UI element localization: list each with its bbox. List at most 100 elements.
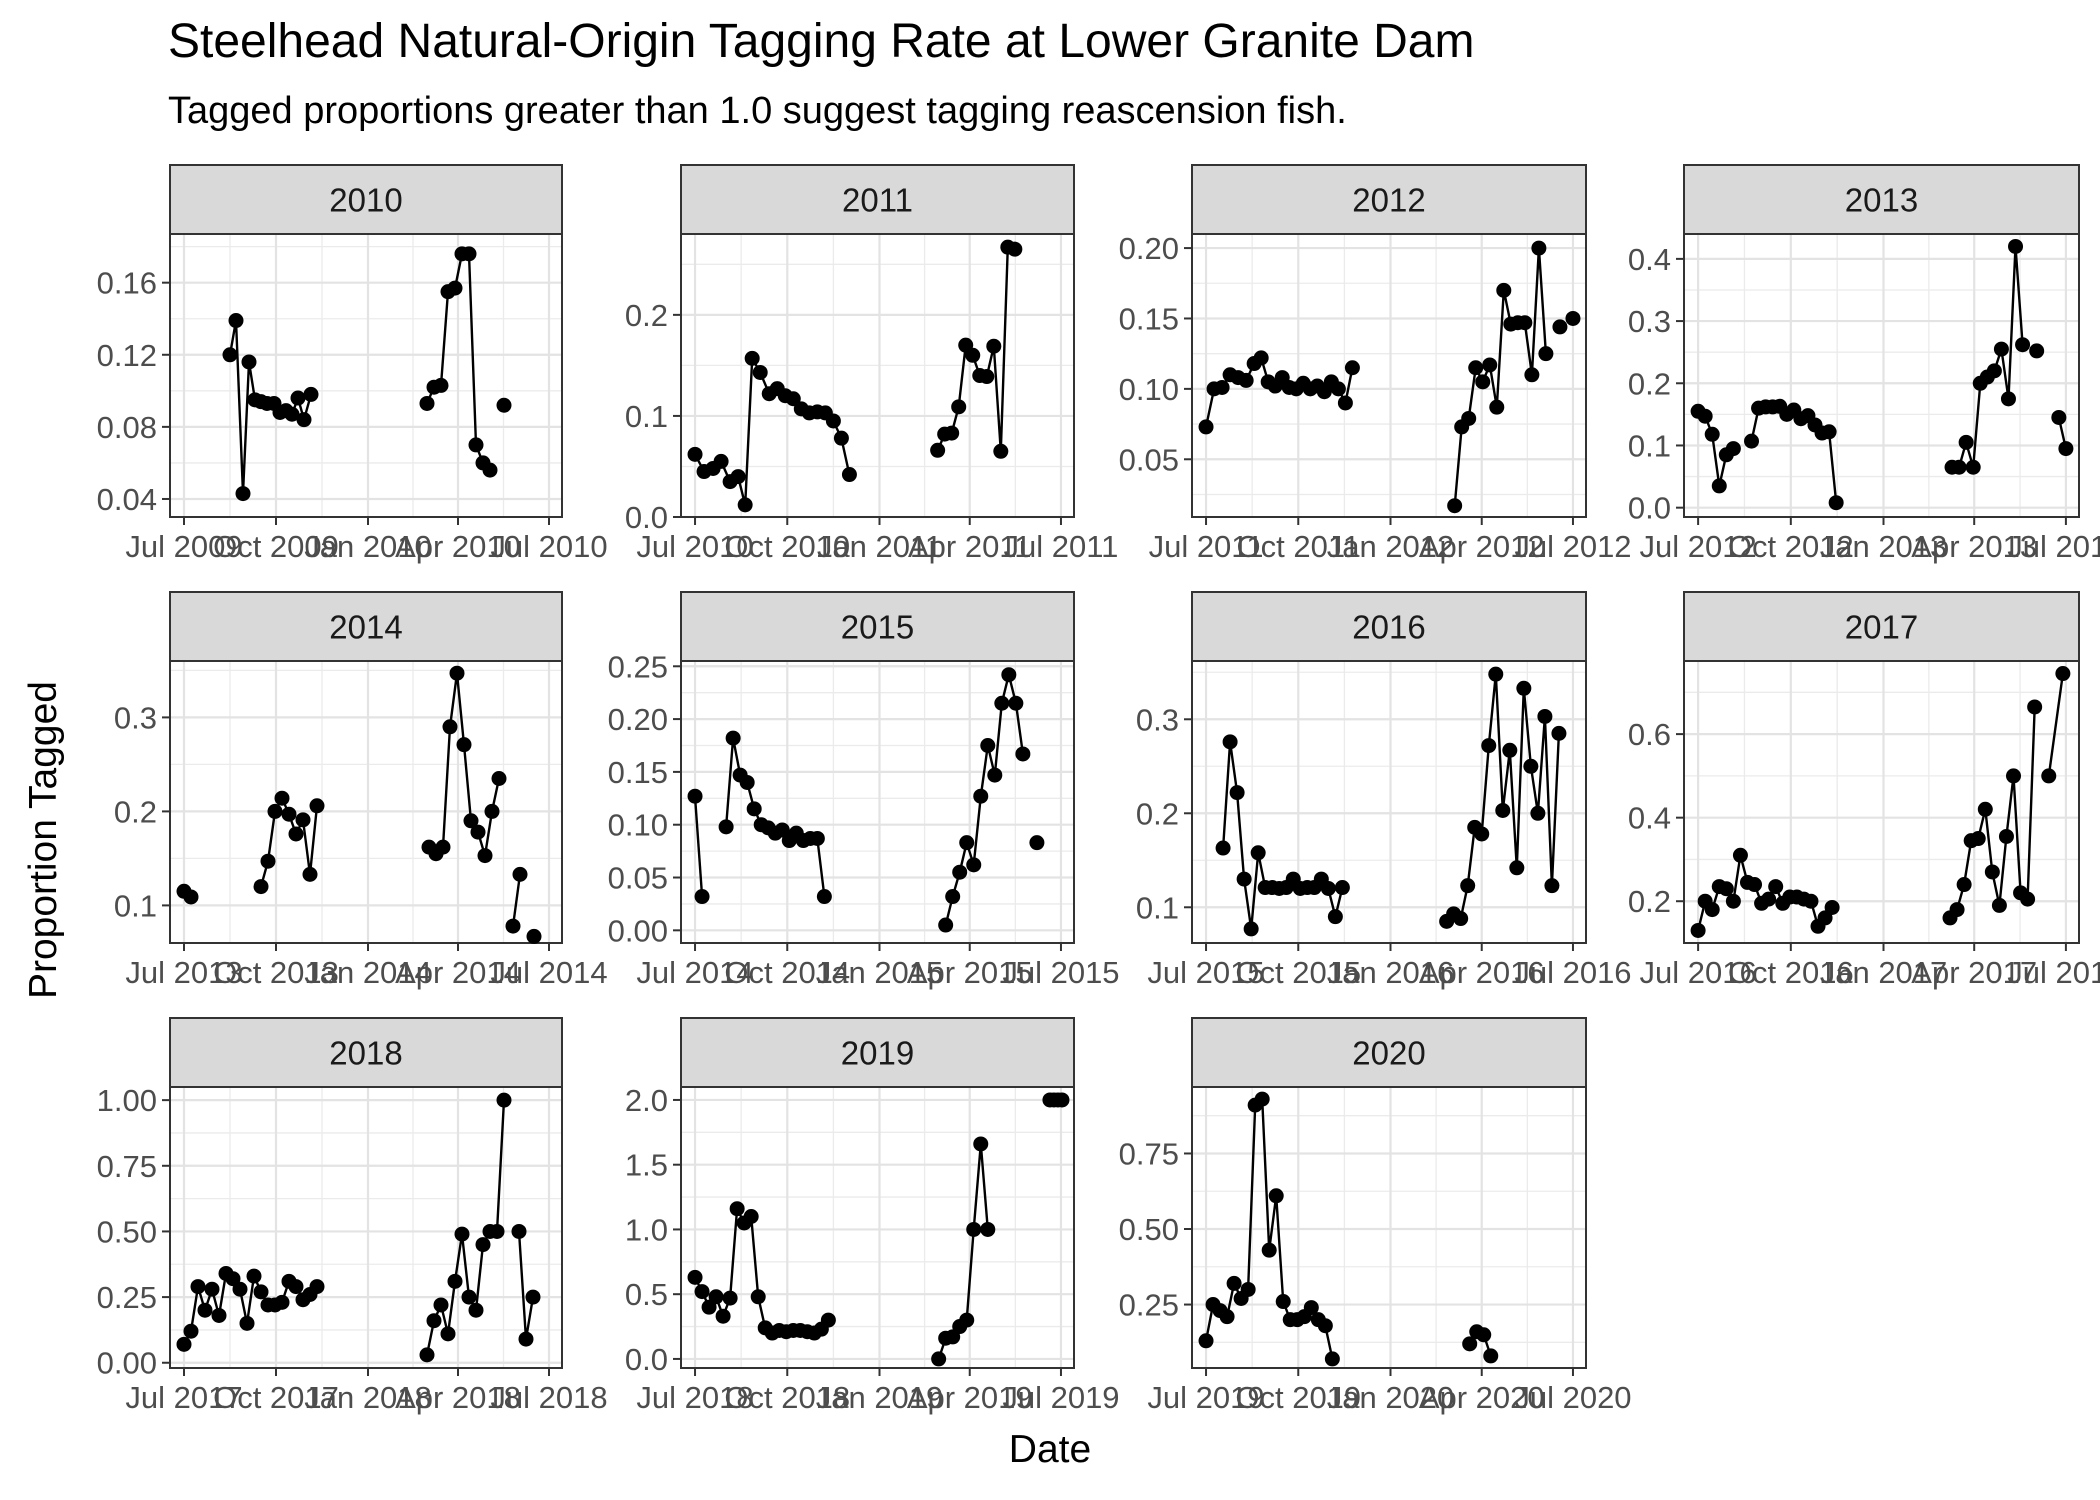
x-tick-label: Jul 2014 xyxy=(636,955,753,990)
data-point xyxy=(715,1308,731,1324)
data-point xyxy=(2020,891,2036,907)
data-point xyxy=(1991,897,2007,913)
facet-strip-label: 2019 xyxy=(841,1035,914,1072)
data-point xyxy=(1334,880,1350,896)
x-tick-label: Jul 2018 xyxy=(490,1380,607,1415)
data-point xyxy=(1768,879,1784,895)
x-tick-label: Oct 2010 xyxy=(724,529,850,564)
x-tick-label: Jul 2013 xyxy=(2007,529,2100,564)
facet-strip-label: 2016 xyxy=(1352,609,1425,646)
data-point xyxy=(489,1223,505,1239)
data-point xyxy=(841,467,857,483)
y-tick-label: 0.50 xyxy=(1119,1212,1179,1247)
data-point xyxy=(176,1336,192,1352)
data-point xyxy=(2008,238,2024,254)
data-point xyxy=(1516,680,1532,696)
data-point xyxy=(1344,360,1360,376)
data-point xyxy=(1524,367,1540,383)
data-point xyxy=(241,354,257,370)
y-tick-label: 0.1 xyxy=(1136,890,1179,925)
data-point xyxy=(505,918,521,934)
facet-strip-label: 2018 xyxy=(329,1035,402,1072)
data-point xyxy=(1732,847,1748,863)
facet-strip xyxy=(1191,591,1587,662)
data-point xyxy=(930,442,946,458)
data-point xyxy=(752,364,768,380)
data-point xyxy=(973,788,989,804)
y-tick-label: 0.25 xyxy=(97,1280,157,1315)
data-point xyxy=(1219,1309,1235,1325)
data-point xyxy=(1530,805,1546,821)
data-point xyxy=(729,1201,745,1217)
data-point xyxy=(959,1312,975,1328)
facet-strip xyxy=(680,1017,1075,1088)
x-tick-label: Apr 2019 xyxy=(907,1380,1033,1415)
data-point xyxy=(1029,835,1045,851)
data-point xyxy=(288,1279,304,1295)
x-tick-label: Apr 2011 xyxy=(908,529,1032,564)
x-tick-label: Jul 2014 xyxy=(490,955,607,990)
x-tick-label: Apr 2013 xyxy=(1911,529,2037,564)
data-point xyxy=(281,806,297,822)
data-point xyxy=(468,437,484,453)
data-point xyxy=(512,866,528,882)
facet-strip-label: 2010 xyxy=(329,182,402,219)
y-tick-label: 0.1 xyxy=(625,399,668,434)
data-point xyxy=(1317,1318,1333,1334)
data-point xyxy=(718,819,734,835)
data-point xyxy=(1474,826,1490,842)
data-point xyxy=(1488,666,1504,682)
data-point xyxy=(1993,341,2009,357)
y-tick-label: 0.2 xyxy=(114,794,157,829)
x-tick-label: Jul 2017 xyxy=(2007,955,2100,990)
data-point xyxy=(211,1307,227,1323)
data-point xyxy=(1821,424,1837,440)
data-point xyxy=(1509,860,1525,876)
data-point xyxy=(183,889,199,905)
facet-strip xyxy=(1191,1017,1587,1088)
x-tick-label: Jul 2016 xyxy=(1639,955,1756,990)
data-point xyxy=(1951,459,1967,475)
data-point xyxy=(951,399,967,415)
y-tick-label: 0.12 xyxy=(97,338,157,373)
data-point xyxy=(980,1221,996,1237)
x-tick-label: Jul 2012 xyxy=(1639,529,1756,564)
data-point xyxy=(952,864,968,880)
data-point xyxy=(1725,441,1741,457)
data-point xyxy=(447,280,463,296)
x-tick-label: Apr 2014 xyxy=(395,955,521,990)
facet-strip xyxy=(680,164,1075,235)
data-point xyxy=(774,822,790,838)
data-point xyxy=(1468,360,1484,376)
data-point xyxy=(1970,831,1986,847)
data-point xyxy=(419,395,435,411)
y-tick-label: 0.2 xyxy=(625,298,668,333)
data-point xyxy=(1803,893,1819,909)
facet-strip-label: 2017 xyxy=(1845,609,1918,646)
data-point xyxy=(993,443,1009,459)
y-tick-label: 0.00 xyxy=(97,1346,157,1381)
data-point xyxy=(1330,381,1346,397)
facet-strip xyxy=(169,591,563,662)
y-tick-label: 0.4 xyxy=(1628,801,1671,836)
y-tick-label: 0.0 xyxy=(1628,491,1671,526)
data-point xyxy=(1254,1091,1270,1107)
data-point xyxy=(1007,241,1023,257)
data-point xyxy=(482,462,498,478)
data-point xyxy=(253,879,269,895)
data-point xyxy=(1268,1188,1284,1204)
data-point xyxy=(750,1289,766,1305)
panel-background xyxy=(1192,234,1586,517)
data-point xyxy=(1949,902,1965,918)
x-tick-label: Jul 2009 xyxy=(125,529,242,564)
x-tick-label: Apr 2012 xyxy=(1419,529,1545,564)
data-point xyxy=(518,1331,534,1347)
chart-subtitle: Tagged proportions greater than 1.0 sugg… xyxy=(168,90,1347,132)
data-point xyxy=(694,889,710,905)
data-point xyxy=(197,1302,213,1318)
data-point xyxy=(1222,734,1238,750)
data-point xyxy=(433,377,449,393)
data-point xyxy=(496,1092,512,1108)
x-tick-label: Jan 2016 xyxy=(1327,955,1455,990)
